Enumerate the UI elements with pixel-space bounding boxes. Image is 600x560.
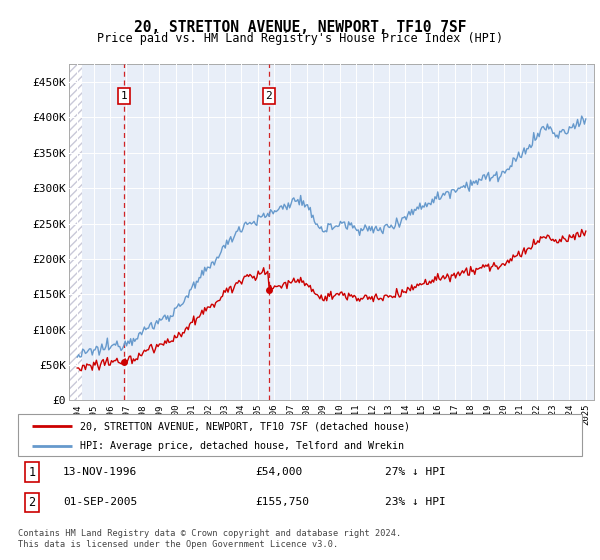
FancyBboxPatch shape — [18, 414, 582, 456]
Text: 1: 1 — [121, 91, 128, 101]
Text: Contains HM Land Registry data © Crown copyright and database right 2024.
This d: Contains HM Land Registry data © Crown c… — [18, 529, 401, 549]
Text: 01-SEP-2005: 01-SEP-2005 — [63, 497, 137, 507]
Text: £155,750: £155,750 — [255, 497, 309, 507]
Text: 2: 2 — [265, 91, 272, 101]
Text: £54,000: £54,000 — [255, 467, 302, 477]
Text: 1: 1 — [29, 465, 35, 479]
Text: 2: 2 — [29, 496, 35, 509]
Text: 20, STRETTON AVENUE, NEWPORT, TF10 7SF (detached house): 20, STRETTON AVENUE, NEWPORT, TF10 7SF (… — [80, 421, 410, 431]
Text: HPI: Average price, detached house, Telford and Wrekin: HPI: Average price, detached house, Telf… — [80, 441, 404, 451]
Text: 27% ↓ HPI: 27% ↓ HPI — [385, 467, 445, 477]
Text: Price paid vs. HM Land Registry's House Price Index (HPI): Price paid vs. HM Land Registry's House … — [97, 32, 503, 45]
Text: 20, STRETTON AVENUE, NEWPORT, TF10 7SF: 20, STRETTON AVENUE, NEWPORT, TF10 7SF — [134, 20, 466, 35]
Bar — [69, 64, 82, 400]
Text: 13-NOV-1996: 13-NOV-1996 — [63, 467, 137, 477]
Text: 23% ↓ HPI: 23% ↓ HPI — [385, 497, 445, 507]
